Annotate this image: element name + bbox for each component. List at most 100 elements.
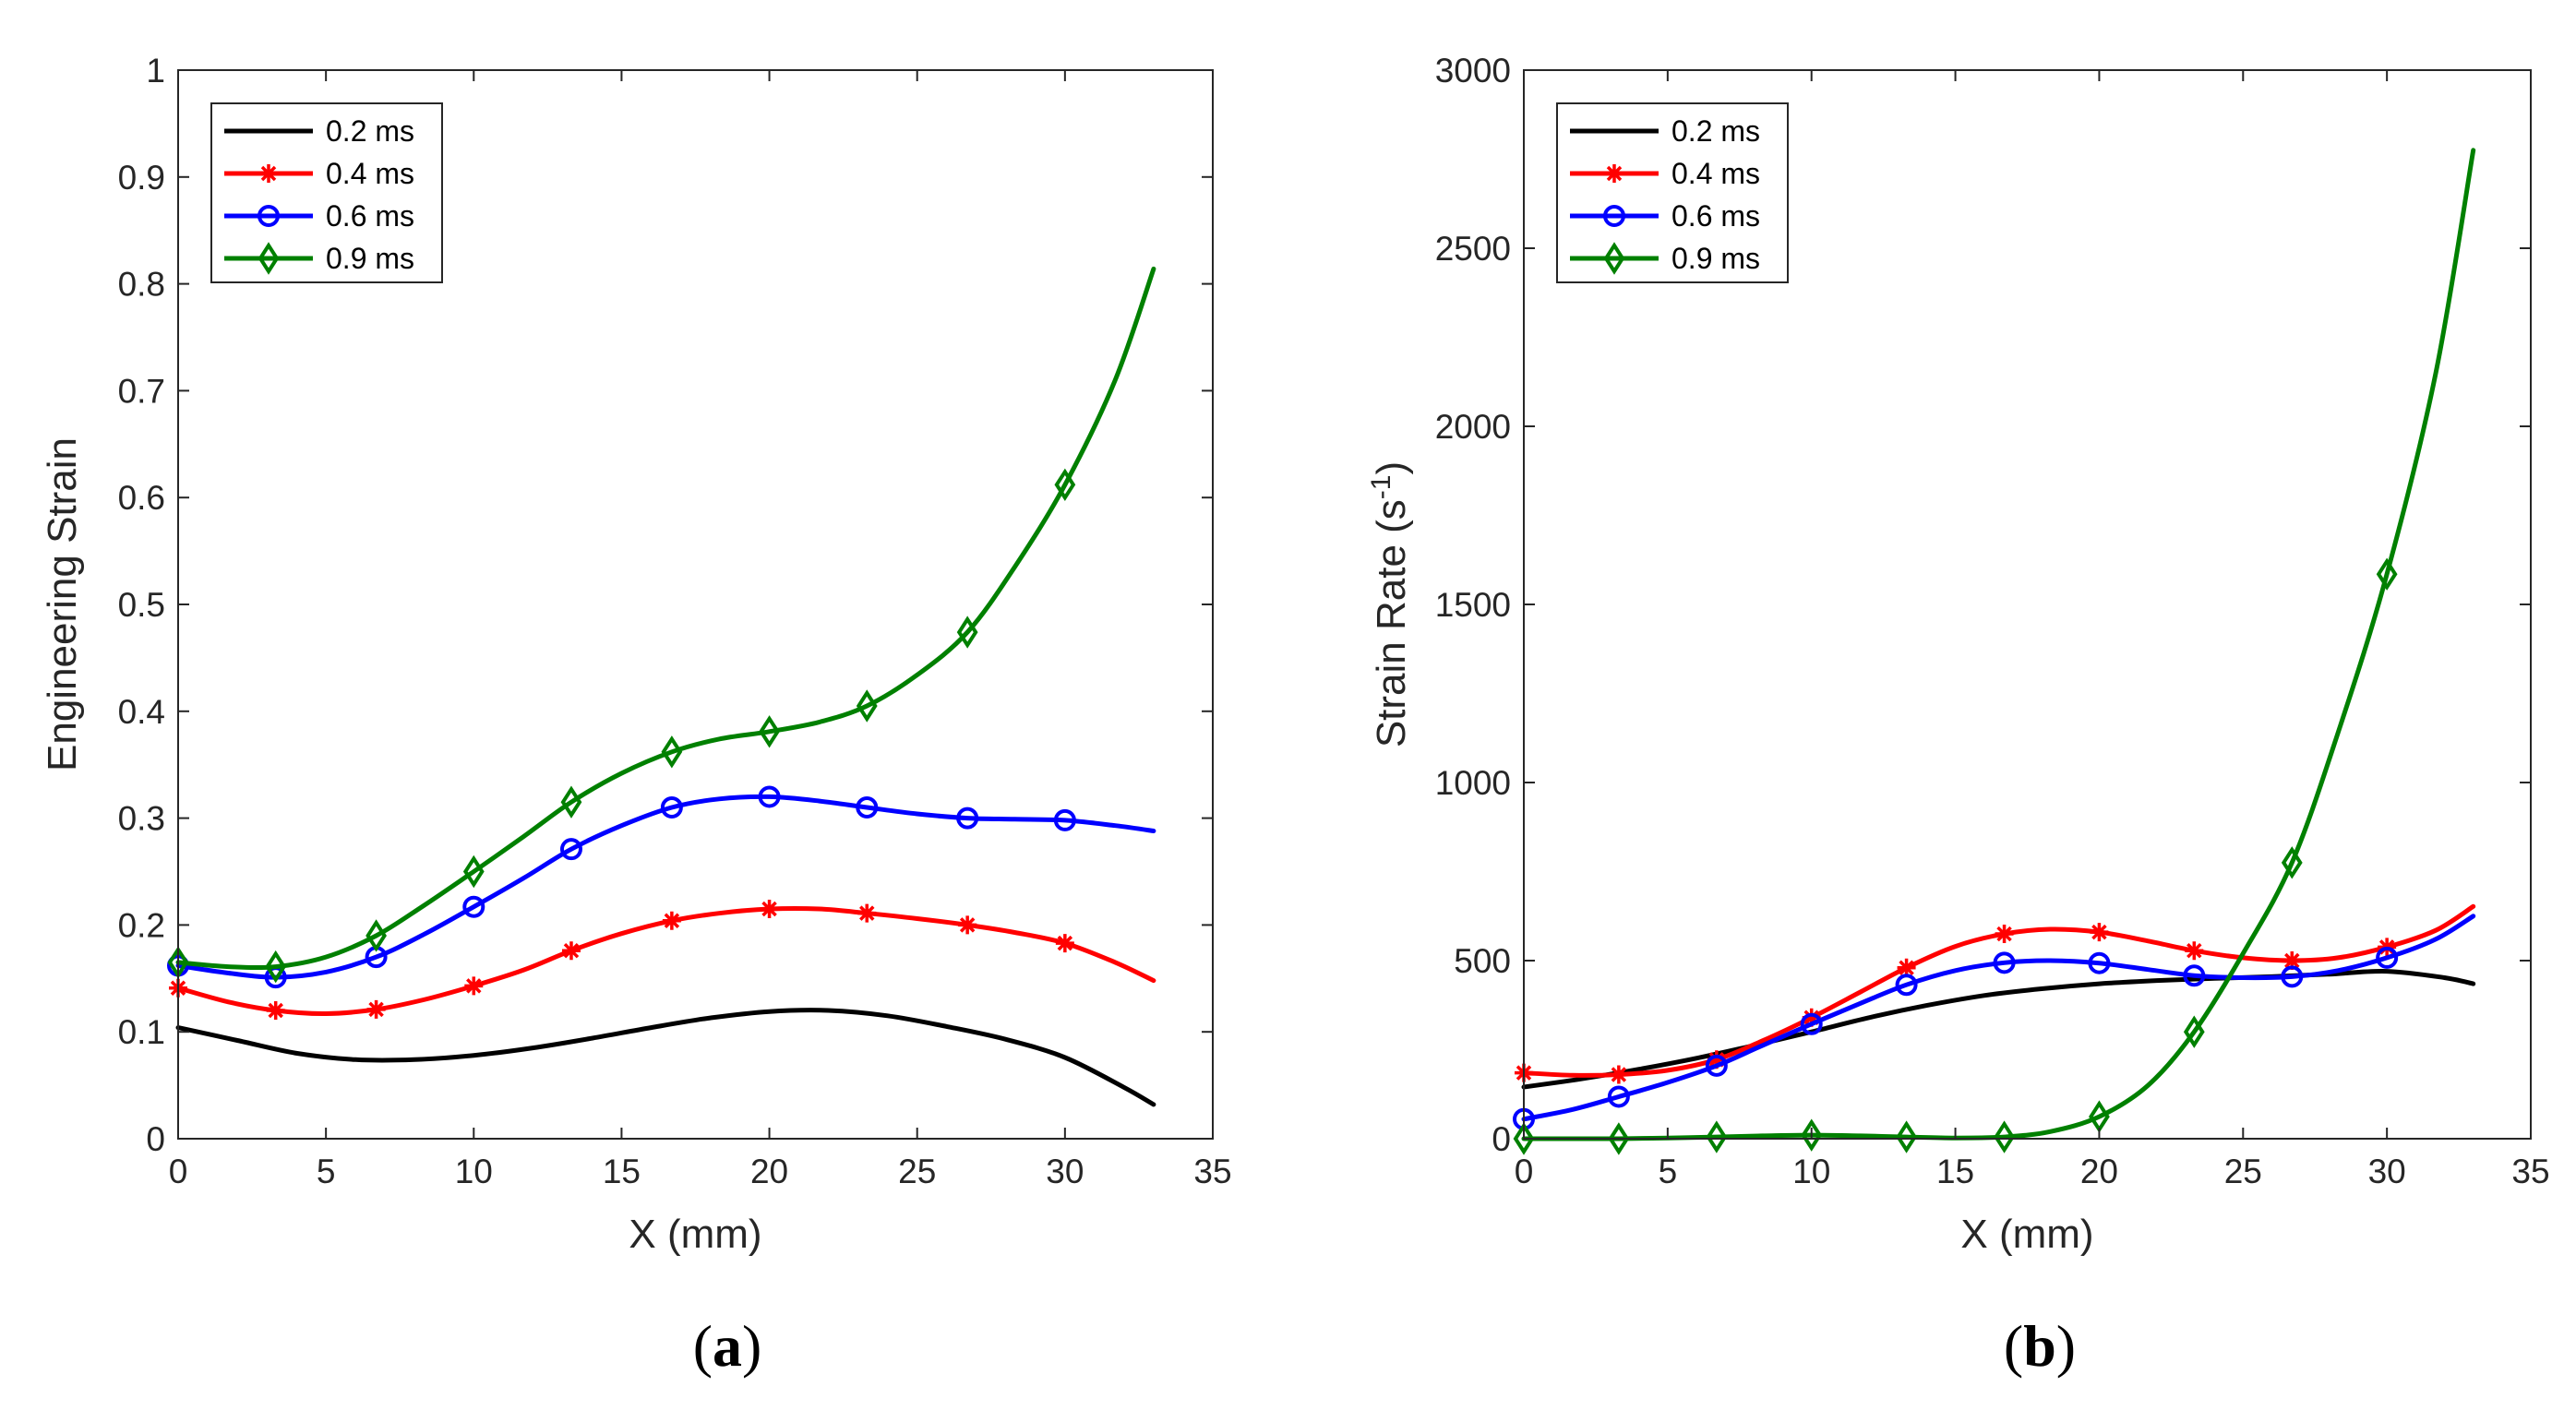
data-point	[1705, 1054, 1728, 1077]
x-tick-label: 35	[2511, 1153, 2549, 1190]
legend-label: 0.9 ms	[1671, 242, 1760, 275]
legend: 0.2 ms 0.4 ms 0.6 ms 0.9 ms	[210, 102, 443, 283]
data-point	[662, 911, 681, 930]
legend-item: 0.6 ms	[224, 199, 414, 233]
legend-label: 0.9 ms	[326, 242, 414, 275]
y-tick-label: 0.9	[118, 159, 165, 197]
data-point	[2088, 951, 2111, 974]
legend-item: 0.4 ms	[224, 157, 414, 190]
panel-label: (b)	[2004, 1313, 2076, 1379]
y-axis-label: Strain Rate (s-1)	[1366, 461, 1414, 747]
legend-marker	[1605, 164, 1623, 183]
x-tick-label: 30	[1046, 1153, 1084, 1190]
legend-label: 0.4 ms	[1671, 157, 1760, 190]
legend-item: 0.2 ms	[224, 114, 414, 148]
data-point	[956, 615, 978, 649]
data-point	[560, 785, 582, 819]
x-tick-label: 30	[2368, 1153, 2406, 1190]
panel-label-close: )	[742, 1313, 761, 1379]
series-0-4-ms	[1515, 903, 2476, 1084]
series-line	[1521, 148, 2476, 1141]
data-point	[1608, 1122, 1630, 1155]
y-axis-label-text: Engineering Strain	[40, 437, 85, 771]
data-point	[958, 915, 977, 935]
x-tick-label: 25	[898, 1153, 936, 1190]
data-point	[760, 900, 779, 919]
y-tick-label: 0	[1492, 1120, 1511, 1158]
data-point	[1994, 1120, 2015, 1153]
data-point	[561, 941, 581, 961]
x-tick-label: 20	[2080, 1153, 2118, 1190]
data-point	[661, 735, 683, 769]
y-axis-label: Engineering Strain	[40, 437, 85, 771]
data-point	[856, 689, 878, 723]
x-axis-label: X (mm)	[1960, 1212, 2093, 1257]
legend-item: 0.9 ms	[1570, 242, 1760, 275]
data-point	[856, 796, 879, 819]
data-point	[2281, 846, 2303, 879]
x-axis-label: X (mm)	[629, 1212, 761, 1257]
data-point	[2281, 965, 2304, 988]
legend-marker	[1603, 242, 1625, 275]
y-tick-label: 2500	[1435, 230, 1511, 268]
data-point	[758, 785, 781, 808]
x-tick-label: 20	[750, 1153, 788, 1190]
data-point	[462, 854, 485, 889]
data-point	[1895, 974, 1918, 997]
legend-marker	[258, 242, 280, 275]
data-point	[1802, 1008, 1821, 1027]
y-axis-label-superscript: -1	[1366, 474, 1396, 499]
x-tick-label: 0	[1515, 1153, 1534, 1190]
series-0-9-ms	[167, 266, 1156, 984]
data-point	[1801, 1118, 1823, 1152]
y-tick-label: 1	[146, 52, 165, 90]
data-point	[1513, 1122, 1535, 1155]
x-tick-label: 10	[1792, 1153, 1830, 1190]
x-tick-label: 5	[317, 1153, 336, 1190]
data-point	[266, 1001, 285, 1021]
x-tick-label: 25	[2224, 1153, 2262, 1190]
data-point	[1707, 1050, 1726, 1069]
x-tick-label: 5	[1659, 1153, 1678, 1190]
y-tick-label: 500	[1454, 942, 1511, 980]
data-point	[1607, 1085, 1630, 1108]
y-tick-label: 0.3	[118, 800, 165, 838]
legend-marker	[259, 164, 278, 183]
data-point	[1993, 951, 2016, 974]
panel-label-letter: a	[713, 1313, 742, 1379]
x-tick-label: 0	[169, 1153, 188, 1190]
data-point	[2376, 946, 2399, 969]
y-tick-label: 2000	[1435, 408, 1511, 446]
series-line	[175, 794, 1156, 980]
panel-label-open: (	[2004, 1313, 2023, 1379]
data-point	[1055, 934, 1074, 953]
y-tick-label: 0.5	[118, 586, 165, 624]
y-tick-label: 0.1	[118, 1013, 165, 1051]
legend-item: 0.6 ms	[1570, 199, 1760, 233]
y-axis-label-close: )	[1369, 461, 1414, 475]
legend: 0.2 ms 0.4 ms 0.6 ms 0.9 ms	[1556, 102, 1789, 283]
legend-item: 0.2 ms	[1570, 114, 1760, 148]
y-tick-label: 1500	[1435, 586, 1511, 624]
x-tick-label: 15	[1936, 1153, 1974, 1190]
data-point	[1995, 925, 2014, 944]
legend-label: 0.6 ms	[326, 199, 414, 233]
x-tick-label: 10	[455, 1153, 493, 1190]
y-tick-label: 0.2	[118, 906, 165, 944]
y-tick-label: 0.8	[118, 266, 165, 304]
data-point	[759, 715, 780, 748]
panel-label-open: (	[693, 1313, 713, 1379]
panel-label-close: )	[2056, 1313, 2076, 1379]
legend-item: 0.4 ms	[1570, 157, 1760, 190]
data-point	[2183, 964, 2206, 987]
data-point	[2090, 923, 2109, 942]
legend-item: 0.9 ms	[224, 242, 414, 275]
data-point	[1896, 1120, 1917, 1153]
chart-panel-a: 0 5 10 15 20 25 30 35 0 0.1 0.2 0.3 0.4 0.5 0.6 0.7 0.8 0…	[40, 52, 1232, 1379]
legend-label: 0.4 ms	[326, 157, 414, 190]
panel-label-letter: b	[2023, 1313, 2056, 1379]
data-point	[1609, 1065, 1628, 1084]
data-point	[464, 976, 484, 996]
y-axis-label-text: Strain Rate (s	[1369, 499, 1414, 747]
